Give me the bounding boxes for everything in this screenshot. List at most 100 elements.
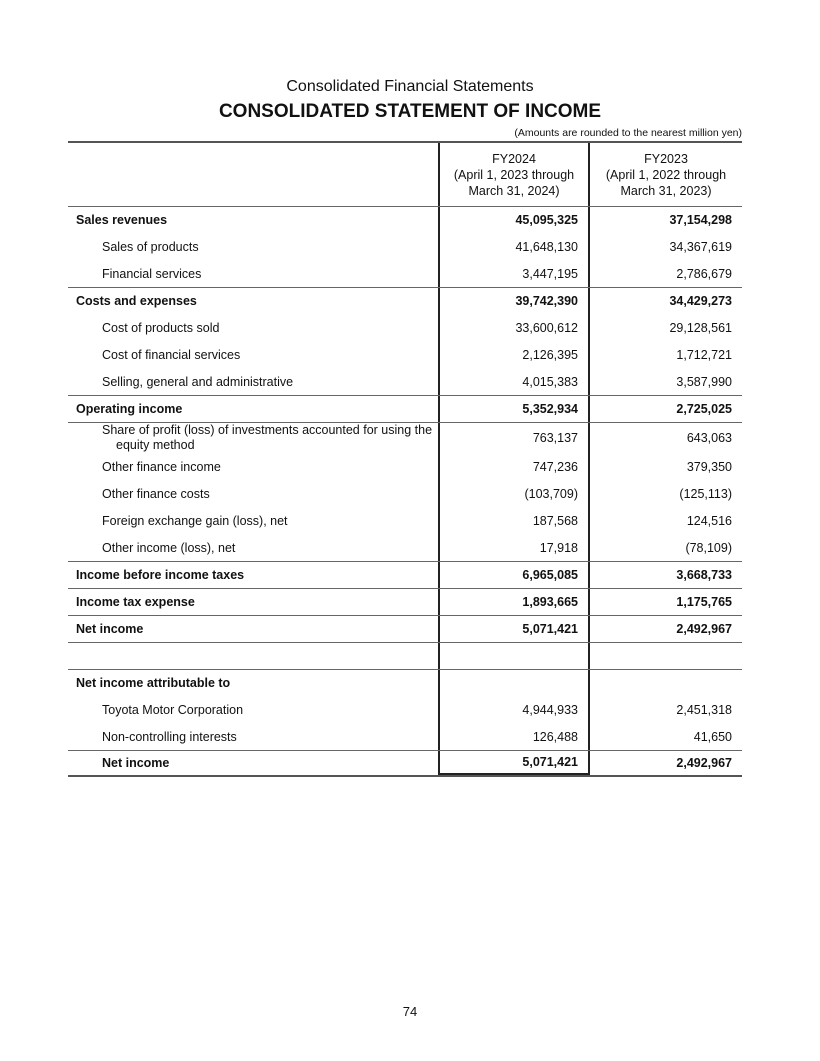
value-fy2023: 643,063: [686, 430, 732, 445]
income-statement-table: FY2024 (April 1, 2023 through March 31, …: [68, 141, 742, 777]
section-subtitle: Consolidated Financial Statements: [286, 78, 534, 95]
value-fy2024: 45,095,325: [438, 207, 590, 233]
table-row: Sales of products 41,648,130 34,367,619: [68, 233, 742, 260]
value-fy2024: 39,742,390: [438, 288, 590, 314]
value-fy2023: 1,175,765: [676, 595, 732, 609]
value-fy2023: [590, 643, 742, 669]
row-label-text: Net income attributable to: [76, 676, 231, 690]
row-label-text: Foreign exchange gain (loss), net: [102, 513, 288, 528]
value-fy2023: 124,516: [686, 513, 732, 528]
row-label-text: Other finance costs: [102, 486, 210, 501]
value-fy2024: 5,071,421: [438, 751, 590, 775]
page-number: 74: [402, 1004, 418, 1019]
row-label: Foreign exchange gain (loss), net: [68, 507, 438, 534]
value-fy2024: 5,352,934: [438, 396, 590, 422]
value-fy2024: 1,893,665: [438, 589, 590, 615]
value-fy2023: 34,367,619: [669, 239, 732, 254]
row-label: Sales of products: [68, 233, 438, 260]
value-fy2023: 3,668,733: [676, 568, 732, 582]
value-fy2023: 29,128,561: [669, 320, 732, 335]
value-fy2024: [438, 643, 590, 669]
column-range-end: March 31, 2023): [620, 183, 712, 198]
table-row: Net income 5,071,421 2,492,967: [68, 615, 742, 642]
row-label-text: Sales of products: [102, 239, 199, 254]
column-range-end: March 31, 2024): [468, 183, 560, 198]
value-fy2023: 2,492,967: [676, 622, 732, 636]
row-label-text: Other finance income: [102, 459, 221, 474]
value-fy2024: (103,709): [438, 480, 590, 507]
table-row: Other finance costs (103,709) (125,113): [68, 480, 742, 507]
value-fy2024: 747,236: [438, 453, 590, 480]
row-label: Cost of financial services: [68, 341, 438, 368]
amounts-note: (Amounts are rounded to the nearest mill…: [514, 127, 742, 139]
table-header-row: FY2024 (April 1, 2023 through March 31, …: [68, 143, 742, 206]
row-label: Toyota Motor Corporation: [68, 696, 438, 723]
column-period: FY2024: [492, 151, 536, 166]
row-label-text: Costs and expenses: [76, 294, 197, 308]
row-label: Selling, general and administrative: [68, 368, 438, 395]
row-label-text: Net income: [102, 756, 170, 770]
value-fy2024: 126,488: [438, 723, 590, 750]
value-fy2023: (78,109): [685, 540, 732, 555]
table-row: Cost of financial services 2,126,395 1,712…: [68, 341, 742, 368]
value-fy2023: 2,451,318: [676, 702, 732, 717]
value-fy2023: [590, 670, 742, 696]
row-label-text: Financial services: [102, 266, 202, 281]
value-fy2023: 1,712,721: [676, 347, 732, 362]
table-row: Net income 5,071,421 2,492,967: [68, 750, 742, 777]
value-fy2023: 379,350: [686, 459, 732, 474]
value-fy2024: 4,015,383: [438, 368, 590, 395]
row-label: Share of profit (loss) of investments ac…: [68, 423, 438, 453]
value-fy2023: 3,587,990: [676, 374, 732, 389]
row-label-text: Net income: [76, 622, 144, 636]
statement-title: CONSOLIDATED STATEMENT OF INCOME: [218, 101, 602, 122]
row-label: Other finance costs: [68, 480, 438, 507]
column-range-start: (April 1, 2023 through: [453, 167, 575, 182]
row-label-text: Sales revenues: [76, 213, 168, 227]
table-row: [68, 642, 742, 669]
row-label-text: Income before income taxes: [76, 568, 245, 582]
value-fy2023: 2,786,679: [676, 266, 732, 281]
table-row: Foreign exchange gain (loss), net 187,568…: [68, 507, 742, 534]
table-body: Sales revenues 45,095,325 37,154,298 Sales …: [68, 206, 742, 777]
value-fy2023: 34,429,273: [669, 294, 732, 308]
header-fy2023: FY2023 (April 1, 2022 through March 31, …: [590, 143, 742, 206]
table-row: Share of profit (loss) of investments ac…: [68, 422, 742, 453]
value-fy2023: (125,113): [679, 486, 732, 501]
value-fy2023: 2,725,025: [676, 402, 732, 416]
value-fy2024: 4,944,933: [438, 696, 590, 723]
row-label: Non-controlling interests: [68, 723, 438, 750]
value-fy2024: 5,071,421: [438, 616, 590, 642]
row-label-text: Non-controlling interests: [102, 729, 237, 744]
column-period: FY2023: [644, 151, 688, 166]
row-label: Operating income: [68, 396, 438, 422]
row-label: Net income: [68, 751, 438, 775]
table-row: Costs and expenses 39,742,390 34,429,273: [68, 287, 742, 314]
row-label: Financial services: [68, 260, 438, 287]
table-row: Selling, general and administrative 4,015…: [68, 368, 742, 395]
row-label-text: Cost of products sold: [102, 320, 220, 335]
value-fy2024: 763,137: [438, 423, 590, 453]
table-row: Toyota Motor Corporation 4,944,933 2,451,3…: [68, 696, 742, 723]
value-fy2023: 2,492,967: [676, 756, 732, 770]
row-label: [68, 643, 438, 669]
row-label: Sales revenues: [68, 207, 438, 233]
row-label: Net income attributable to: [68, 670, 438, 696]
row-label: Income tax expense: [68, 589, 438, 615]
table-row: Operating income 5,352,934 2,725,025: [68, 395, 742, 422]
row-label-text: Share of profit (loss) of investments ac…: [102, 423, 433, 452]
row-label-text: Toyota Motor Corporation: [102, 702, 244, 717]
header-label-cell: [68, 143, 438, 206]
value-fy2024: 2,126,395: [438, 341, 590, 368]
value-fy2023: 37,154,298: [669, 213, 732, 227]
table-row: Other finance income 747,236 379,350: [68, 453, 742, 480]
value-fy2024: 3,447,195: [438, 260, 590, 287]
row-label-text: Other income (loss), net: [102, 540, 236, 555]
value-fy2023: 41,650: [693, 729, 732, 744]
table-row: Non-controlling interests 126,488 41,650: [68, 723, 742, 750]
table-row: Financial services 3,447,195 2,786,679: [68, 260, 742, 287]
table-row: Sales revenues 45,095,325 37,154,298: [68, 206, 742, 233]
row-label: Cost of products sold: [68, 314, 438, 341]
row-label-text: Income tax expense: [76, 595, 195, 609]
